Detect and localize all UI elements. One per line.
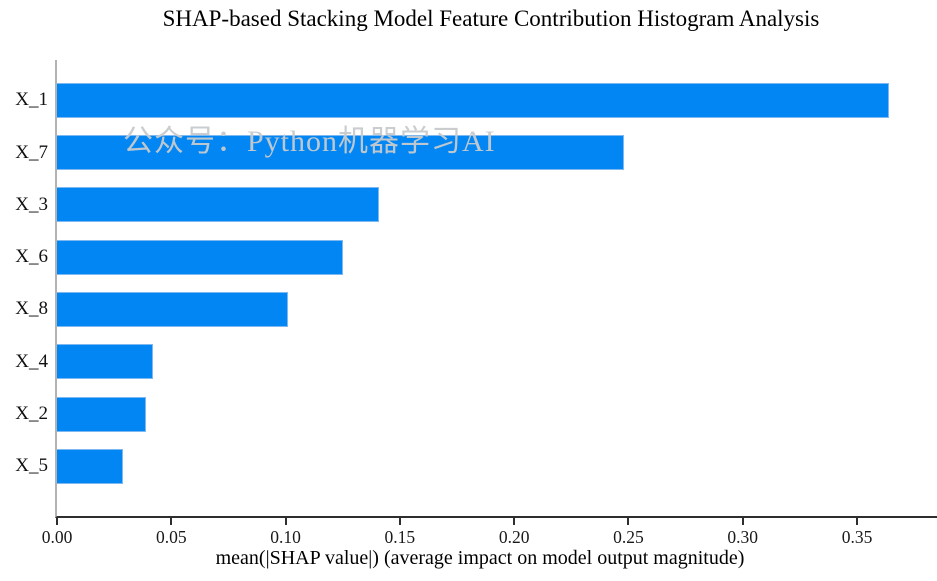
bar-X_7: [57, 135, 624, 170]
plot-area: [55, 60, 937, 518]
bar-X_1: [57, 82, 889, 118]
x-tick-label-0.25: 0.25: [613, 527, 644, 547]
x-tick-mark-0.10: [284, 518, 287, 525]
bar-X_5: [57, 448, 124, 484]
y-tick-label-X_5: X_5: [15, 455, 48, 477]
bar-X_6: [57, 239, 343, 275]
x-tick-label-0.10: 0.10: [270, 527, 301, 547]
x-tick-mark-0.00: [56, 518, 58, 525]
y-tick-label-X_1: X_1: [15, 89, 48, 111]
bar-X_8: [57, 291, 288, 327]
x-axis-label: mean(|SHAP value|) (average impact on mo…: [215, 547, 745, 569]
x-tick-mark-0.30: [741, 518, 744, 525]
y-tick-label-X_8: X_8: [15, 298, 48, 320]
x-tick-label-0.15: 0.15: [384, 527, 416, 547]
bar-X_4: [57, 344, 153, 380]
y-tick-label-X_3: X_3: [15, 193, 48, 215]
x-tick-label-0.00: 0.00: [41, 527, 73, 547]
y-tick-label-X_2: X_2: [15, 403, 48, 424]
x-tick-label-0.30: 0.30: [727, 527, 759, 547]
x-tick-mark-0.25: [627, 518, 630, 525]
x-tick-mark-0.15: [398, 518, 401, 525]
x-tick-label-0.20: 0.20: [498, 527, 530, 547]
x-tick-label-0.05: 0.05: [155, 527, 187, 547]
x-tick-mark-0.35: [856, 518, 858, 525]
y-tick-label-X_4: X_4: [15, 350, 48, 372]
x-tick-mark-0.20: [513, 518, 516, 525]
x-tick-label-0.35: 0.35: [841, 527, 873, 547]
chart-title: SHAP-based Stacking Model Feature Contri…: [162, 6, 820, 31]
y-tick-label-X_6: X_6: [15, 246, 48, 268]
bar-X_3: [57, 187, 380, 223]
x-tick-mark-0.05: [170, 518, 173, 525]
y-tick-label-X_7: X_7: [15, 141, 48, 163]
bar-X_2: [57, 396, 147, 432]
